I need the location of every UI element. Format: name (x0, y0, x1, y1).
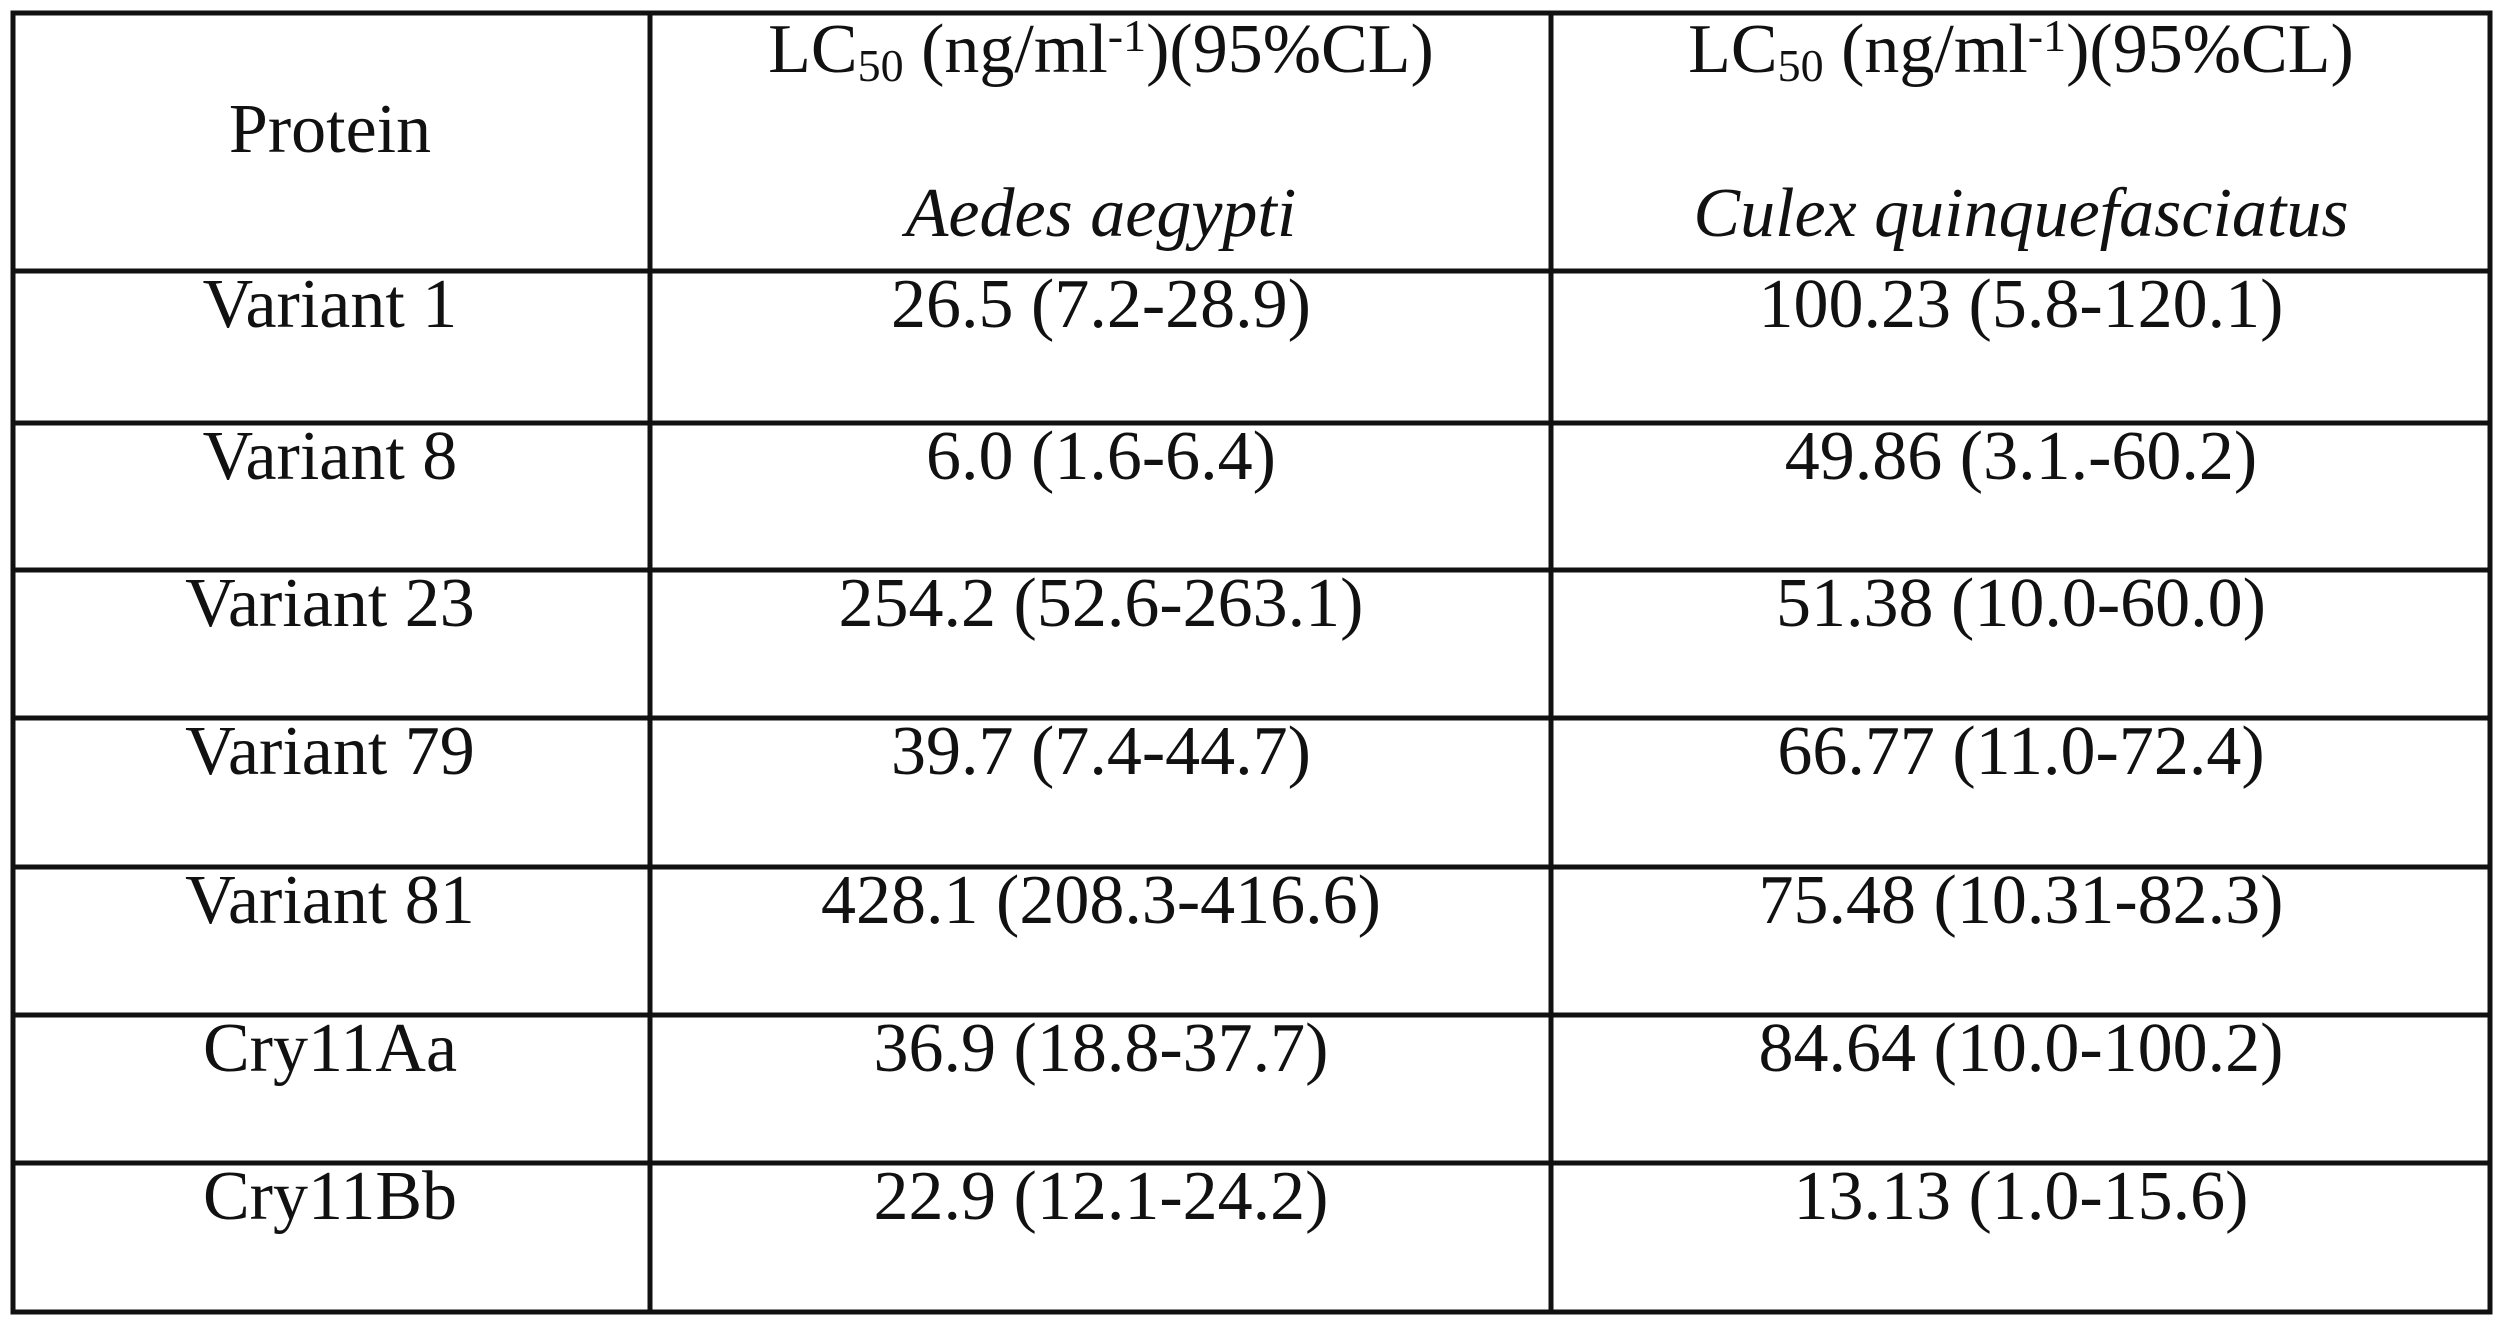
header-text: (ng/ml (1824, 11, 2028, 88)
value-cell: 84.64 (10.0-100.2) (1759, 1010, 2284, 1087)
header-text: LC (1688, 11, 1777, 88)
header-cell: Protein (229, 91, 431, 168)
value-cell: 51.38 (10.0-60.0) (1776, 565, 2266, 642)
header-subscript: 50 (1778, 40, 1824, 91)
header-text: (ng/ml (904, 11, 1108, 88)
value-cell: 75.48 (10.31-82.3) (1759, 862, 2284, 939)
protein-cell: Variant 23 (185, 565, 475, 642)
header-text: )(95%CL) (1146, 11, 1434, 88)
header-text: )(95%CL) (2066, 11, 2354, 88)
header-cell: LC50 (ng/ml-1)(95%CL) (1688, 10, 2354, 91)
value-cell: 39.7 (7.4-44.7) (891, 713, 1311, 790)
value-cell: 13.13 (1.0-15.6) (1794, 1158, 2249, 1235)
header-text: LC (768, 11, 857, 88)
header-superscript: -1 (2028, 10, 2066, 61)
protein-cell: Variant 81 (185, 862, 475, 939)
header-superscript: -1 (1108, 10, 1146, 61)
value-cell: 6.0 (1.6-6.4) (926, 418, 1276, 495)
protein-cell: Cry11Bb (203, 1158, 457, 1235)
protein-cell: Variant 79 (185, 713, 475, 790)
value-cell: 22.9 (12.1-24.2) (874, 1158, 1329, 1235)
value-cell: 49.86 (3.1.-60.2) (1785, 418, 2257, 495)
value-cell: 36.9 (18.8-37.7) (874, 1010, 1329, 1087)
value-cell: 26.5 (7.2-28.9) (891, 266, 1311, 343)
protein-cell: Variant 1 (203, 266, 458, 343)
header-species: Aedes aegypti (902, 175, 1297, 252)
header-subscript: 50 (858, 40, 904, 91)
value-cell: 254.2 (52.6-263.1) (839, 565, 1364, 642)
protein-cell: Cry11Aa (203, 1010, 457, 1087)
protein-cell: Variant 8 (203, 418, 458, 495)
header-cell: LC50 (ng/ml-1)(95%CL) (768, 10, 1434, 91)
value-cell: 100.23 (5.8-120.1) (1759, 266, 2284, 343)
header-species: Culex quinquefasciatus (1693, 175, 2348, 252)
value-cell: 66.77 (11.0-72.4) (1777, 713, 2264, 790)
value-cell: 428.1 (208.3-416.6) (821, 862, 1381, 939)
